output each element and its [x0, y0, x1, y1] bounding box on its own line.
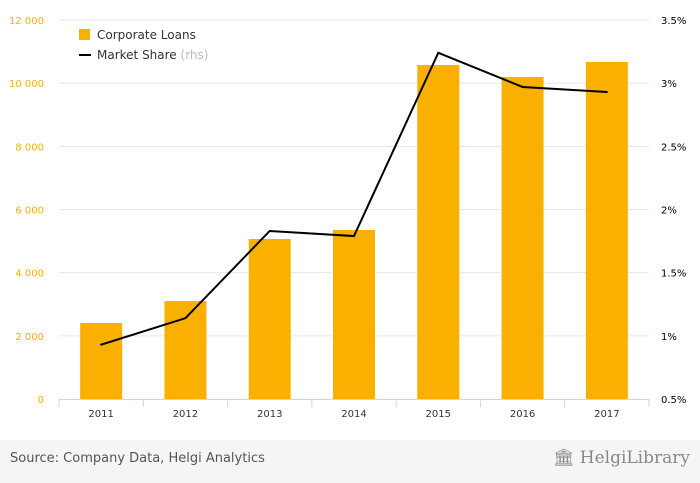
legend-market-share: Market Share (rhs)	[97, 48, 208, 62]
source-text: Source: Company Data, Helgi Analytics	[10, 451, 265, 466]
market-share-point	[605, 91, 608, 94]
market-share-point	[521, 85, 524, 88]
left-tick-label: 6 000	[15, 206, 44, 217]
logo-icon: 🏛︎	[552, 448, 580, 468]
right-tick-label: 1%	[661, 332, 677, 343]
footer: Source: Company Data, Helgi Analytics 🏛︎…	[0, 440, 700, 483]
right-tick-label: 0.5%	[661, 395, 686, 406]
market-share-point	[353, 235, 355, 238]
left-tick-label: 8 000	[15, 142, 44, 153]
market-share-point	[100, 343, 103, 346]
bar-2011	[80, 323, 123, 399]
bar-2012	[164, 301, 207, 399]
market-share-point	[184, 317, 187, 320]
left-tick-label: 0	[38, 395, 44, 406]
bar-2016	[501, 77, 544, 399]
right-tick-label: 1.5%	[661, 269, 686, 280]
legend-rhs-note: (rhs)	[181, 48, 209, 62]
x-tick-label: 2012	[173, 409, 198, 420]
x-tick-label: 2015	[426, 409, 451, 420]
bar-2013	[248, 238, 291, 399]
logo-text: HelgiLibrary	[579, 448, 690, 468]
bar-2015	[417, 65, 460, 399]
x-tick-label: 2014	[341, 409, 366, 420]
left-tick-label: 10 000	[9, 79, 44, 90]
x-tick-label: 2011	[88, 409, 113, 420]
right-tick-label: 3.5%	[661, 16, 686, 27]
x-tick-label: 2013	[257, 409, 282, 420]
left-tick-label: 2 000	[15, 332, 44, 343]
chart: 0 2 000 4 000 6 000 8 000 10 000 12 000 0.5% 1% 1…	[9, 16, 686, 420]
bar-2017	[585, 62, 628, 400]
helgi-library-logo[interactable]: 🏛︎ HelgiLibrary	[553, 448, 690, 468]
left-tick-label: 4 000	[15, 269, 44, 280]
x-tick-label: 2016	[510, 409, 535, 420]
market-share-point	[268, 229, 271, 232]
x-tick-label: 2017	[594, 409, 619, 420]
right-tick-label: 2.5%	[661, 142, 686, 153]
market-share-point	[437, 51, 440, 54]
right-tick-label: 3%	[661, 79, 677, 90]
left-tick-label: 12 000	[9, 16, 44, 27]
bar-2014	[333, 230, 375, 399]
legend-bar-swatch	[79, 29, 90, 40]
right-tick-label: 2%	[661, 206, 677, 217]
legend-corporate-loans: Corporate Loans	[97, 28, 196, 42]
